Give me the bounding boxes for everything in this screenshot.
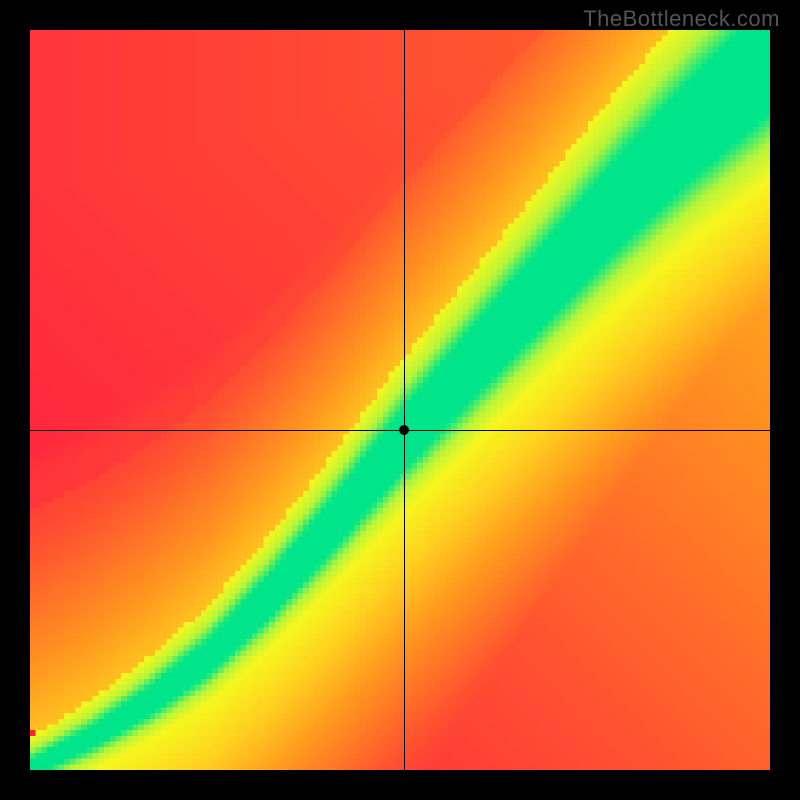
crosshair-vertical [404, 30, 405, 770]
heatmap-canvas [30, 30, 770, 770]
watermark-text: TheBottleneck.com [583, 6, 780, 32]
bottleneck-heatmap [30, 30, 770, 770]
marker-dot [399, 425, 409, 435]
